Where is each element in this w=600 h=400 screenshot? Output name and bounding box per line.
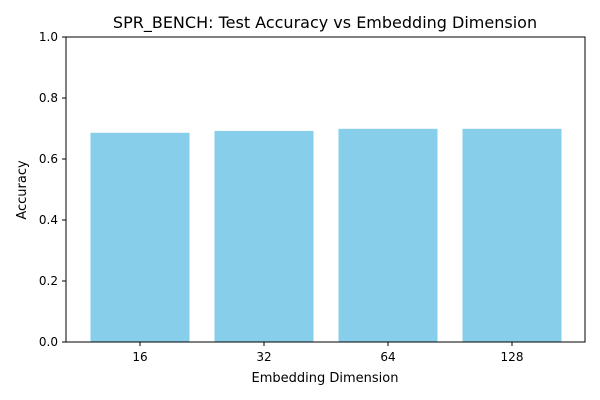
- chart-title: SPR_BENCH: Test Accuracy vs Embedding Di…: [113, 13, 537, 33]
- plot-frame: [65, 36, 586, 343]
- y-tick-label: 1.0: [39, 30, 58, 44]
- x-tick-label: 64: [380, 350, 395, 364]
- y-tick-label: 0.0: [39, 335, 58, 349]
- x-tick-label: 128: [501, 350, 524, 364]
- bar-32: [214, 130, 314, 342]
- y-tick-label: 0.2: [39, 274, 58, 288]
- x-tick-label: 16: [132, 350, 147, 364]
- y-axis-label: Accuracy: [15, 160, 30, 220]
- bar-128: [462, 128, 562, 342]
- y-tick-label: 0.8: [39, 91, 58, 105]
- y-axis: 0.0 0.2 0.4 0.6 0.8 1.0: [39, 30, 66, 349]
- x-axis-label: Embedding Dimension: [252, 371, 399, 386]
- bar-64: [338, 128, 438, 342]
- y-tick-label: 0.4: [39, 213, 58, 227]
- x-tick-label: 32: [256, 350, 271, 364]
- bars-group: [90, 128, 562, 342]
- x-axis: 16 32 64 128: [132, 342, 523, 364]
- bar-16: [90, 132, 190, 342]
- y-tick-label: 0.6: [39, 152, 58, 166]
